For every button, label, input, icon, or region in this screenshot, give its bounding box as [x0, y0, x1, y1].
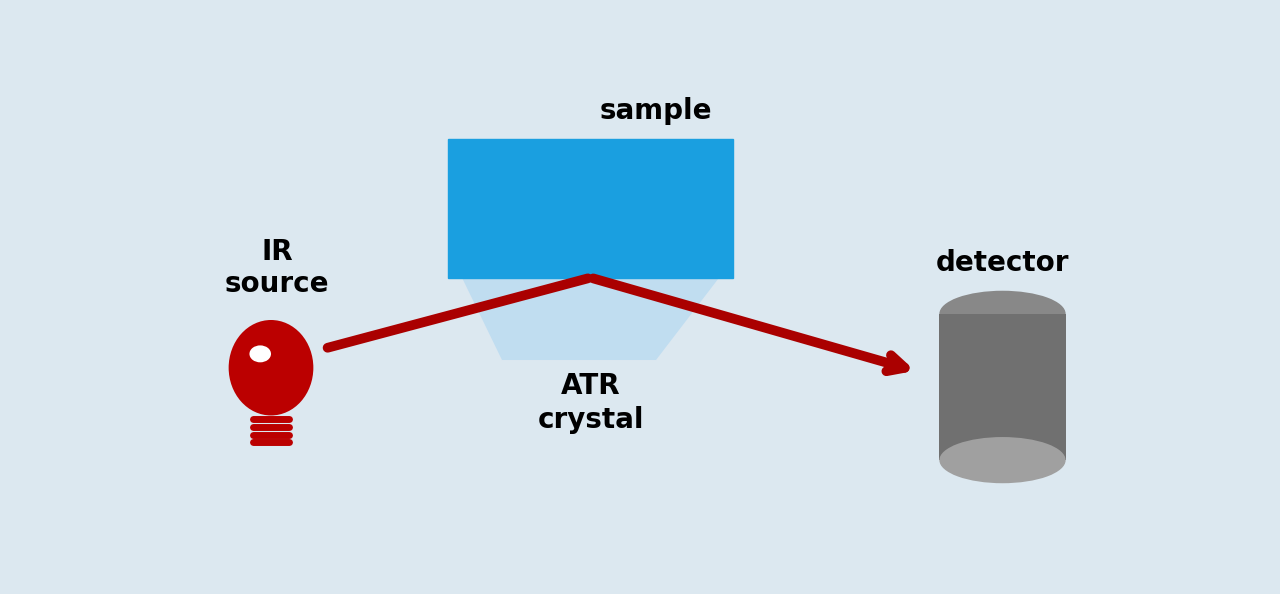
Ellipse shape — [250, 345, 271, 362]
Text: IR
source: IR source — [225, 238, 329, 298]
Ellipse shape — [940, 437, 1066, 484]
Text: ATR
crystal: ATR crystal — [538, 372, 644, 434]
Bar — [940, 314, 1066, 460]
Bar — [448, 139, 733, 277]
Ellipse shape — [229, 320, 314, 415]
Polygon shape — [462, 277, 719, 360]
Ellipse shape — [940, 290, 1066, 337]
Text: detector: detector — [936, 249, 1069, 277]
Text: sample: sample — [600, 97, 712, 125]
